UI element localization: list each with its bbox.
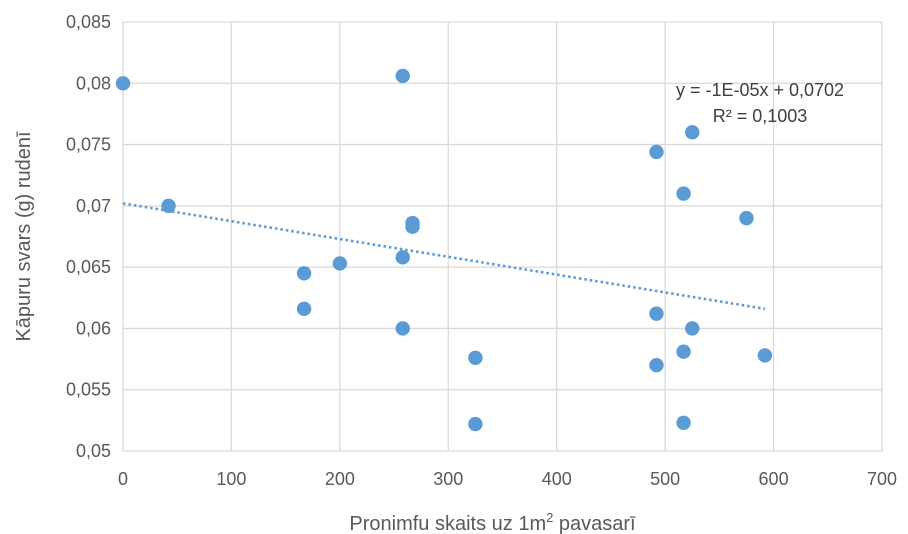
- data-point: [296, 266, 312, 281]
- gridlines: [122, 21, 883, 452]
- x-tick-label: 500: [650, 469, 680, 489]
- data-point: [685, 125, 700, 140]
- data-point: [739, 210, 754, 226]
- data-points: [115, 68, 773, 432]
- data-point: [676, 344, 691, 359]
- x-tick-label: 0: [118, 469, 128, 489]
- x-tick-label: 700: [867, 469, 897, 489]
- y-axis-ticks: 0,05 0,055 0,06 0,065 0,07 0,075 0,08 0,085: [66, 12, 111, 461]
- x-axis-ticks: 0 100 200 300 400 500 600 700: [118, 469, 897, 489]
- y-tick-label: 0,07: [76, 196, 111, 216]
- data-point: [161, 198, 176, 214]
- x-axis-title-main: Pronimfu skaits uz 1m: [349, 513, 546, 534]
- x-tick-label: 100: [216, 469, 246, 489]
- x-axis-title-tail: pavasarī: [553, 513, 636, 534]
- data-point: [676, 186, 691, 201]
- y-tick-label: 0,055: [66, 380, 111, 400]
- x-axis-title-superscript: 2: [546, 510, 553, 525]
- data-point: [649, 358, 664, 373]
- data-point: [395, 68, 410, 84]
- data-point: [649, 306, 664, 321]
- data-point: [685, 321, 700, 336]
- trendline-equation: y = -1E-05x + 0,0702: [676, 80, 844, 100]
- data-point: [296, 301, 312, 317]
- x-tick-label: 200: [325, 469, 355, 489]
- x-tick-label: 400: [542, 469, 572, 489]
- y-axis-title: Kāpuru svars (g) rudenī: [13, 131, 35, 342]
- data-point: [676, 415, 691, 431]
- x-tick-label: 300: [433, 469, 463, 489]
- y-tick-label: 0,065: [66, 257, 111, 277]
- data-point: [395, 321, 410, 336]
- y-tick-label: 0,05: [76, 441, 111, 461]
- data-point: [649, 144, 664, 160]
- x-tick-label: 600: [759, 469, 789, 489]
- data-point: [468, 416, 483, 432]
- data-point: [757, 348, 773, 363]
- data-point: [115, 76, 131, 91]
- data-point: [468, 350, 483, 366]
- trendline-r-squared: R² = 0,1003: [713, 106, 808, 126]
- y-tick-label: 0,08: [76, 73, 111, 93]
- trendline: [122, 202, 766, 311]
- y-tick-label: 0,085: [66, 12, 111, 32]
- data-point: [332, 256, 348, 271]
- y-tick-label: 0,075: [66, 135, 111, 155]
- data-point: [405, 219, 420, 234]
- y-tick-label: 0,06: [76, 318, 111, 338]
- data-point: [395, 250, 410, 265]
- x-axis-title: Pronimfu skaits uz 1m2 pavasarī: [349, 510, 636, 534]
